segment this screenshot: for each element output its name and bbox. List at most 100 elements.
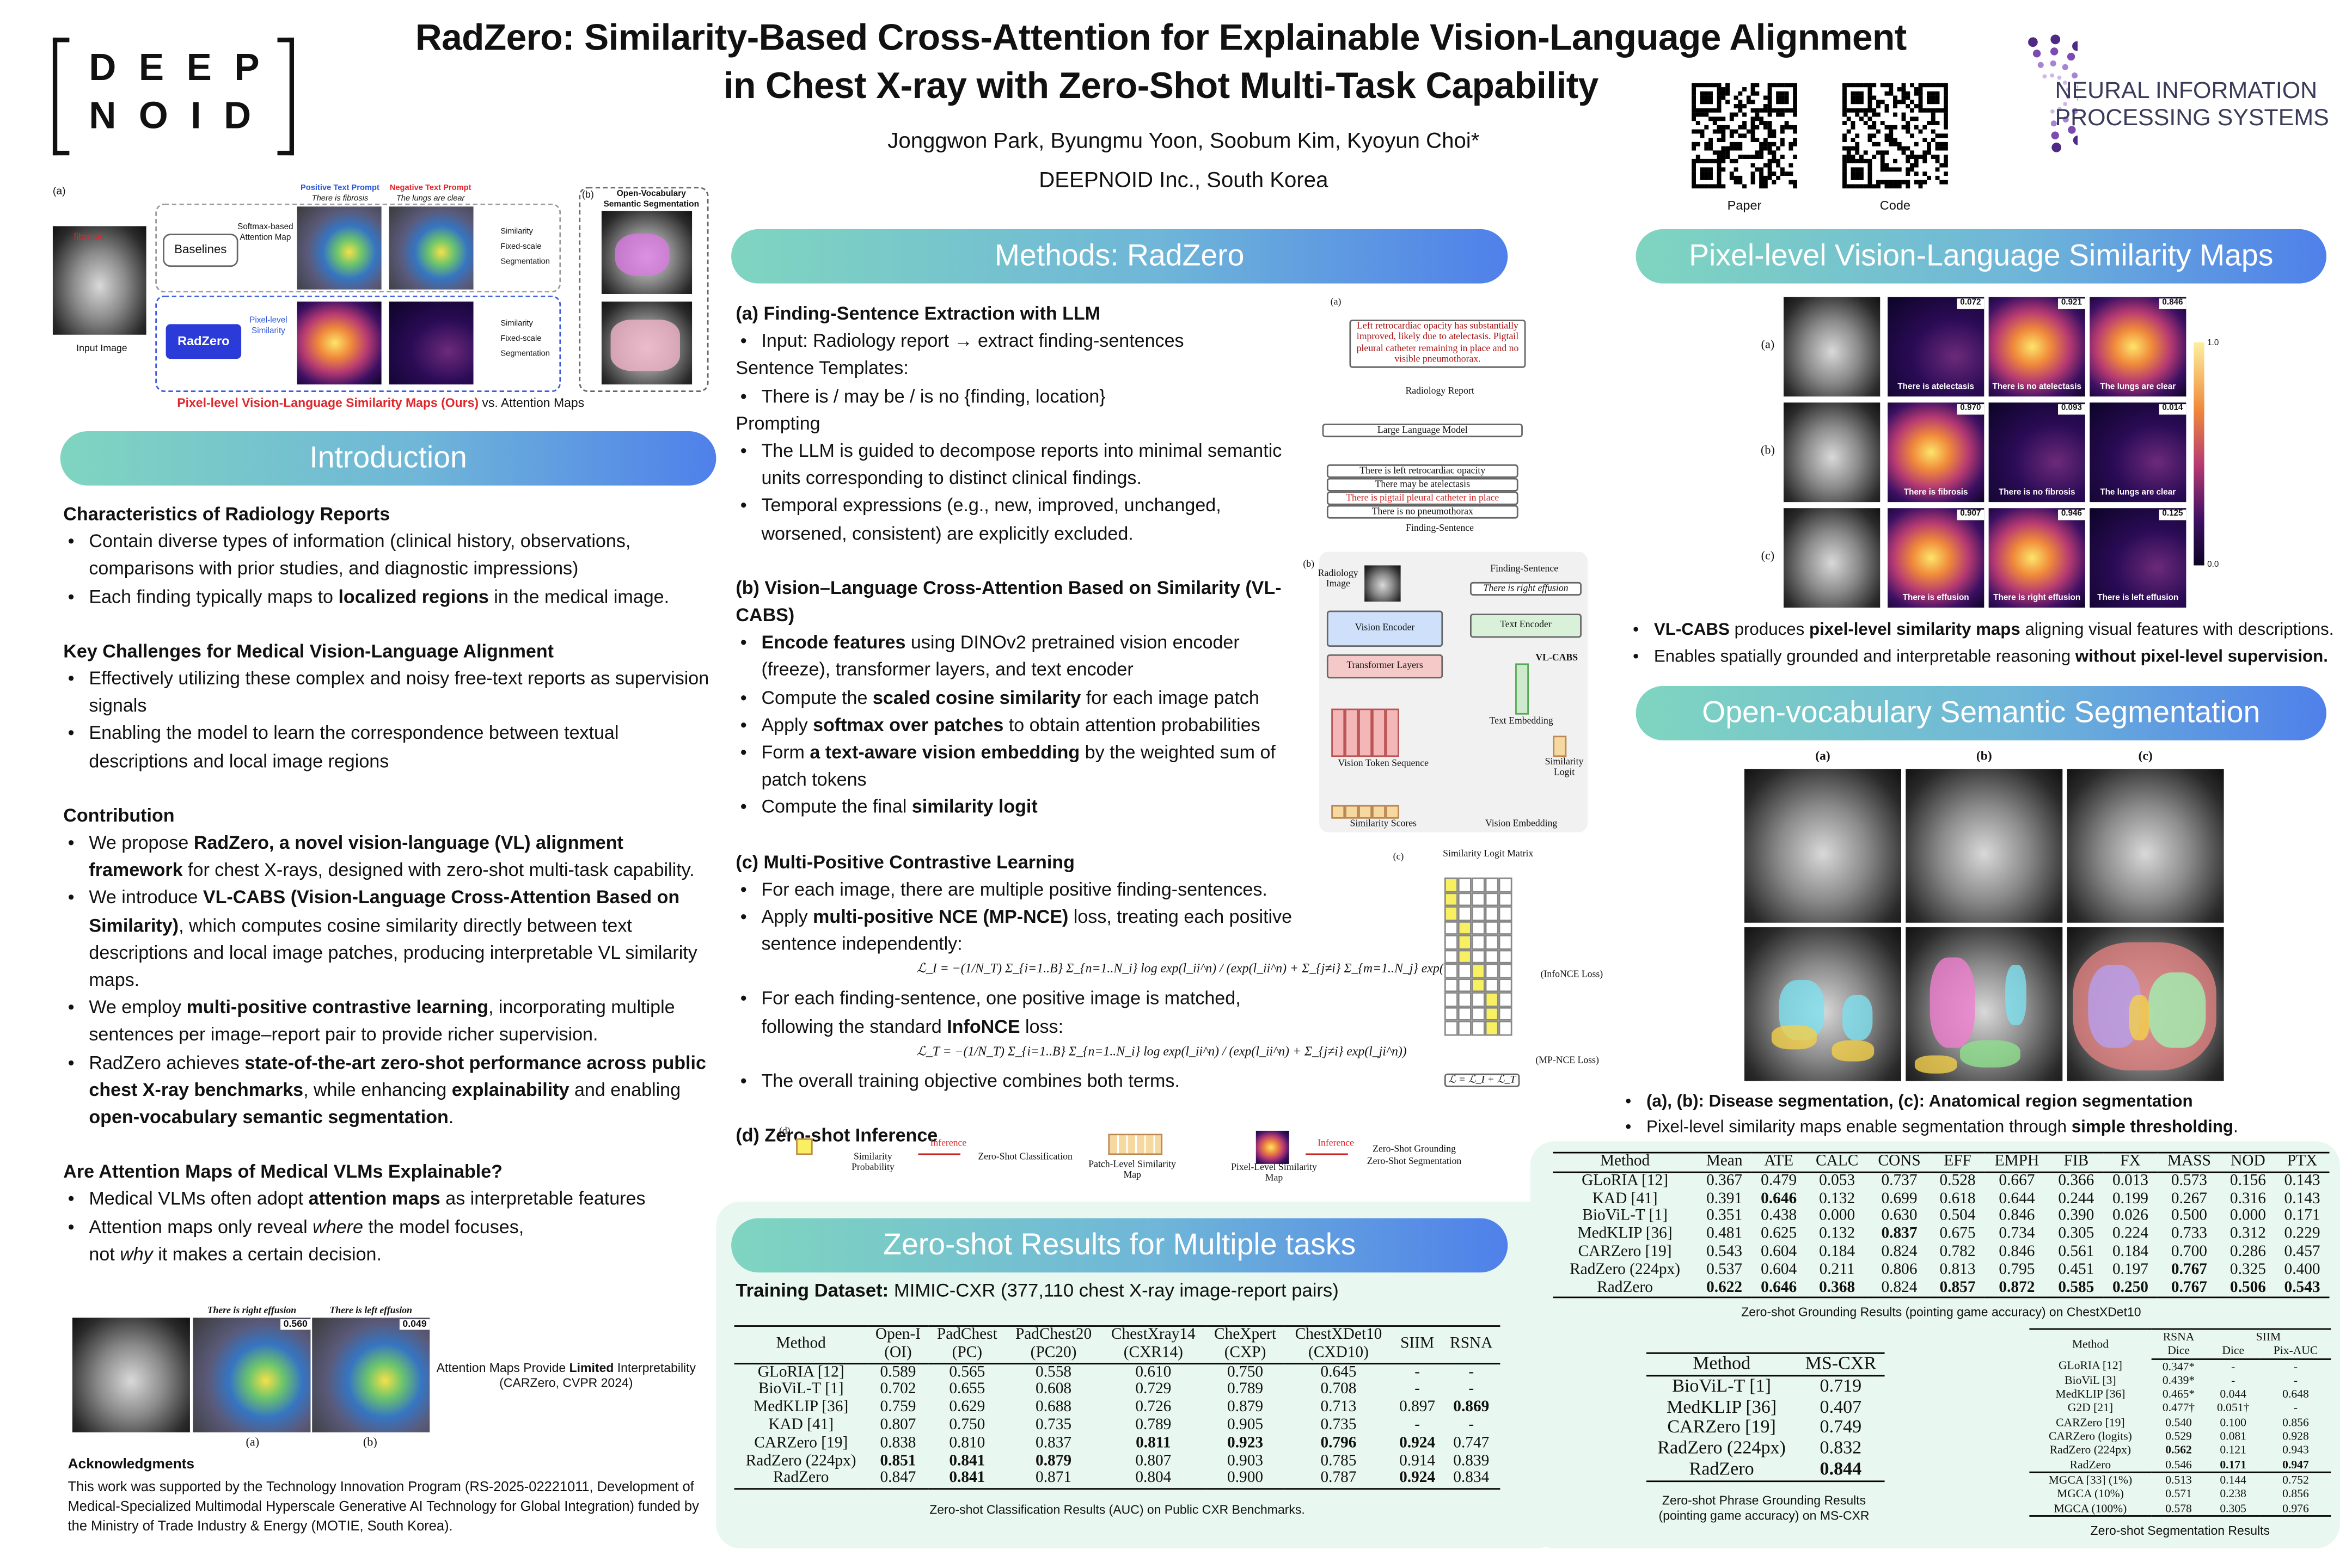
- header-cell: PadChest20 (PC20): [1006, 1326, 1101, 1364]
- qr-module: [1872, 125, 1877, 130]
- qr-module: [1738, 133, 1743, 138]
- qr-module: [1922, 155, 1927, 160]
- qr-module: [1721, 155, 1726, 160]
- table-cell: 0.604: [1751, 1261, 1806, 1279]
- matrix-cell: [1471, 963, 1485, 978]
- figure-label: Positive Text Prompt: [301, 183, 379, 193]
- qr-module: [1704, 100, 1709, 105]
- qr-module: [1742, 121, 1747, 125]
- text-run: We propose: [89, 832, 194, 854]
- qr-module: [1742, 87, 1747, 91]
- similarity-map: [1888, 508, 1984, 608]
- qr-module: [1944, 155, 1948, 160]
- table-cell: 0.558: [1006, 1363, 1101, 1382]
- text-run: Apply: [761, 714, 813, 736]
- bullet: Enabling the model to learn the correspo…: [63, 720, 719, 775]
- table-cell: 0.879: [1205, 1399, 1285, 1417]
- table-cell: 0.305: [2049, 1226, 2104, 1244]
- qr-code[interactable]: [1692, 83, 1797, 189]
- text-run: 0.789: [1227, 1381, 1264, 1399]
- text-run: Effectively utilizing these complex and …: [89, 667, 709, 716]
- table-cell: 0.871: [1006, 1471, 1101, 1489]
- table-cell: 0.667: [1984, 1172, 2049, 1191]
- qr-module: [1708, 158, 1713, 163]
- table-cell: 0.734: [1984, 1226, 2049, 1244]
- table: Method MS-CXR BioViL-T [1] 0.719 MedKLIP [36…: [1646, 1352, 1885, 1482]
- text-run: Method: [1693, 1352, 1751, 1374]
- qr-module: [1846, 150, 1851, 155]
- table-row: CARZero (logits) 0.529 0.081 0.928: [2029, 1429, 2331, 1443]
- qr-module: [1717, 163, 1722, 168]
- qr-module: [1712, 108, 1717, 113]
- qr-module: [1863, 108, 1868, 113]
- qr-code[interactable]: [1842, 83, 1948, 189]
- table-cell: 0.197: [2103, 1261, 2158, 1279]
- qr-module: [1700, 112, 1705, 117]
- matrix-cell: [1444, 892, 1458, 906]
- text-run: the model focuses, not: [89, 1216, 524, 1265]
- qr-module: [1893, 180, 1897, 185]
- qr-module: [1793, 83, 1797, 88]
- qr-module: [1708, 171, 1713, 176]
- qr-module: [1734, 180, 1738, 185]
- bold-run: 0.841: [949, 1453, 985, 1469]
- qr-module: [1692, 95, 1696, 100]
- table-cell: 0.839: [1442, 1453, 1500, 1471]
- figure-label: 0.0: [2207, 561, 2219, 570]
- qr-module: [1793, 180, 1797, 185]
- qr-module: [1842, 180, 1847, 185]
- table-cell: 0.900: [1205, 1471, 1285, 1489]
- qr-module: [1939, 146, 1944, 151]
- table-row: RadZero (224px) 0.851 0.841 0.879 0.807 0.903…: [734, 1453, 1500, 1471]
- qr-module: [1738, 125, 1743, 130]
- table-cell: 0.646: [1751, 1191, 1806, 1209]
- qr-module: [1842, 155, 1847, 160]
- text-run: for chest X-rays, designed with zero-sho…: [182, 860, 695, 881]
- logo-dot: [2028, 37, 2038, 47]
- qr-module: [1780, 171, 1785, 176]
- qr-module: [1867, 108, 1872, 113]
- token-bar: [1385, 708, 1399, 757]
- table: Method Mean ATE CALC CONS EFF EMPH FIB FX MASS NOD…: [1553, 1152, 2330, 1299]
- matrix-cell: [1498, 1020, 1512, 1036]
- bullet: Medical VLMs often adopt attention maps …: [63, 1186, 719, 1214]
- qr-module: [1767, 150, 1772, 155]
- qr-module: [1944, 83, 1948, 88]
- text-run: 0.000: [1819, 1208, 1855, 1225]
- qr-module: [1721, 91, 1726, 96]
- qr-module: [1867, 171, 1872, 176]
- matrix-cell: [1485, 1006, 1499, 1021]
- qr-module: [1788, 142, 1793, 146]
- qr-module: [1935, 142, 1940, 146]
- ack-title: Acknowledgments: [68, 1456, 195, 1473]
- header-cell: NOD: [2221, 1153, 2275, 1173]
- qr-module: [1935, 175, 1940, 180]
- qr-module: [1918, 91, 1923, 96]
- text-run: 0.457: [2284, 1244, 2320, 1261]
- figure-label: Similarity: [500, 320, 533, 329]
- text-run: 0.197: [2112, 1261, 2148, 1278]
- table-cell: 0.608: [1006, 1382, 1101, 1400]
- qr-module: [1738, 104, 1743, 108]
- bullet: Apply multi-positive NCE (MP-NCE) loss, …: [736, 903, 1301, 958]
- qr-module: [1927, 175, 1931, 180]
- text-run: The overall training objective combines …: [761, 1070, 1180, 1092]
- qr-module: [1712, 83, 1717, 88]
- table-body: GLoRIA [12] 0.347* - - BioViL [3] 0.439* - - Med…: [2029, 1358, 2331, 1516]
- qr-module: [1893, 100, 1897, 105]
- qr-module: [1788, 108, 1793, 113]
- qr-module: [1729, 142, 1734, 146]
- table: Method RSNA SIIM Dice Dice Pix-AUC GLoRIA [12]…: [2029, 1328, 2331, 1517]
- qr-module: [1876, 142, 1881, 146]
- text-run: 0.824: [1881, 1279, 1918, 1296]
- table-cell: 0.618: [1931, 1191, 1985, 1209]
- logo-text: DEEP: [89, 46, 283, 89]
- qr-module: [1767, 158, 1772, 163]
- qr-module: [1712, 117, 1717, 121]
- qr-module: [1893, 104, 1897, 108]
- title: in Chest X-ray with Zero-Shot Multi-Task…: [723, 66, 1598, 107]
- text-run: Compute the final: [761, 797, 912, 818]
- header-cell: Mean: [1696, 1153, 1752, 1173]
- text-run: , which computes cosine similarity direc…: [89, 914, 697, 991]
- table-cell: 0.846: [1984, 1244, 2049, 1262]
